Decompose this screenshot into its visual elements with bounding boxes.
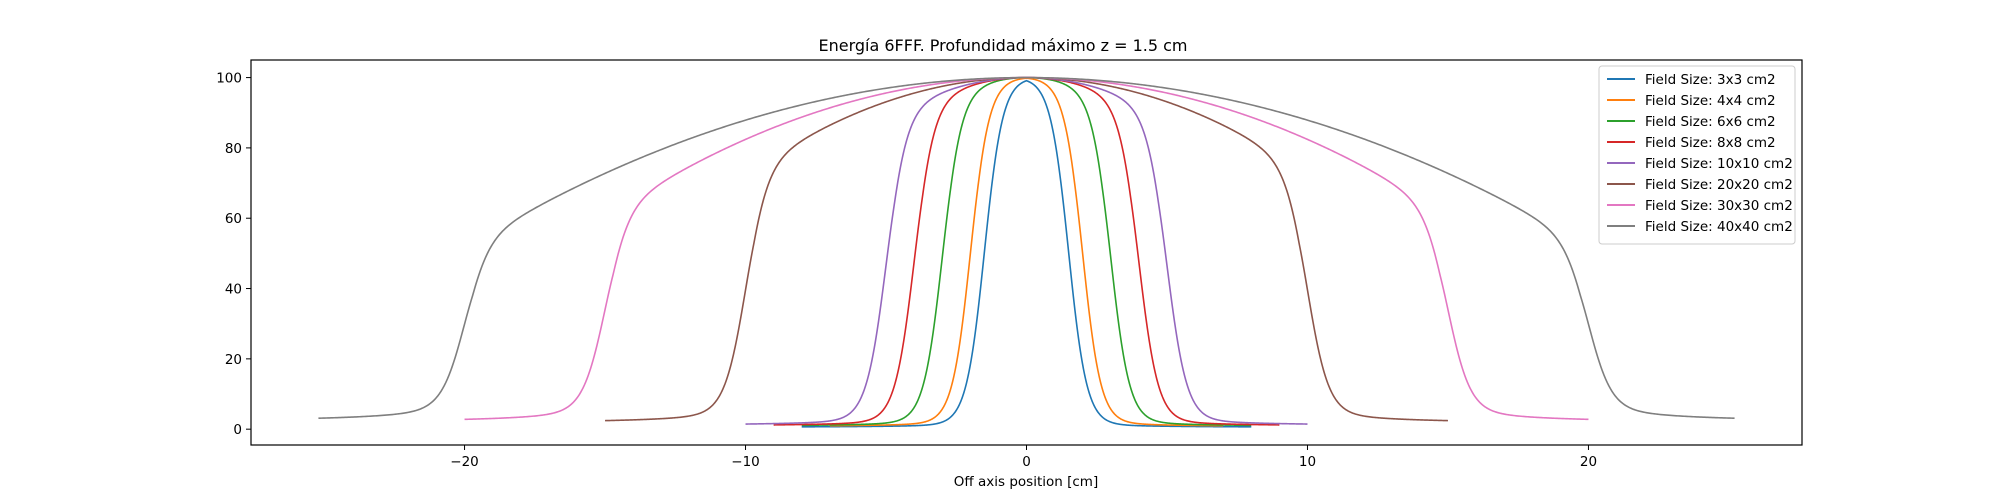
legend-label-4: Field Size: 8x8 cm2 [1645,135,1776,151]
x-tick-label: 0 [1022,454,1031,470]
legend-label-3: Field Size: 6x6 cm2 [1645,114,1776,130]
series-line-1 [801,79,1252,428]
x-tick-label: 20 [1580,454,1597,470]
legend-label-2: Field Size: 4x4 cm2 [1645,93,1776,109]
legend-label-5: Field Size: 10x10 cm2 [1645,156,1793,172]
y-tick-label: 40 [225,282,242,298]
legend-label-1: Field Size: 3x3 cm2 [1645,72,1776,88]
legend-label-6: Field Size: 20x20 cm2 [1645,177,1793,193]
y-axis: 0 20 40 60 80 100 [216,71,251,438]
y-tick-label: 0 [233,422,242,438]
y-tick-label: 60 [225,211,242,227]
x-axis: −20 −10 0 10 20 [450,445,1597,470]
x-axis-label: Off axis position [cm] [954,474,1098,490]
legend-label-8: Field Size: 40x40 cm2 [1645,219,1793,235]
y-tick-label: 100 [216,71,242,87]
y-tick-label: 20 [225,352,242,368]
x-tick-label: 10 [1299,454,1316,470]
legend-label-7: Field Size: 30x30 cm2 [1645,198,1793,214]
legend-box [1598,65,1796,245]
x-tick-label: −20 [450,454,479,470]
y-tick-label: 80 [225,141,242,157]
x-tick-label: −10 [731,454,760,470]
legend: Field Size: 3x3 cm2 Field Size: 4x4 cm2 Fi… [1598,65,1796,245]
chart-title: Energía 6FFF. Profundidad máximo z = 1.5… [818,36,1187,55]
series-line-8 [318,76,1735,420]
